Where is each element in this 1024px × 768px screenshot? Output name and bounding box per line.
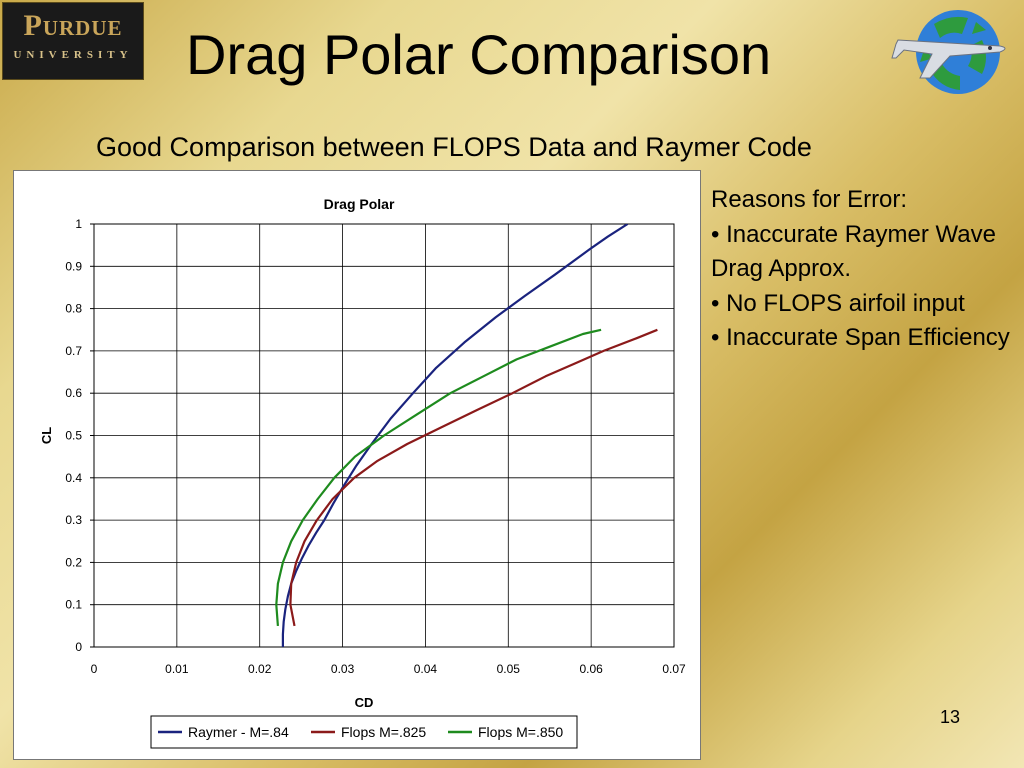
y-tick-label: 0.1: [65, 598, 82, 612]
x-tick-label: 0.07: [662, 662, 686, 676]
reason-item: • No FLOPS airfoil input: [711, 289, 965, 317]
y-tick-label: 1: [75, 217, 82, 231]
legend-label: Flops M=.825: [341, 724, 426, 740]
page-number: 13: [940, 707, 961, 727]
legend-box: [150, 715, 578, 749]
y-tick-label: 0.4: [65, 471, 82, 485]
x-tick-label: 0.04: [414, 662, 438, 676]
x-tick-label: 0.01: [165, 662, 189, 676]
legend-label: Raymer - M=.84: [188, 724, 289, 740]
reason-item: • Inaccurate Span Efficiency: [711, 324, 1010, 351]
y-tick-label: 0.5: [65, 429, 82, 443]
logo-subtitle: UNIVERSITY: [13, 49, 133, 61]
slide-title: Drag Polar Comparison: [186, 23, 772, 86]
x-tick-label: 0: [91, 662, 98, 676]
x-axis-label: CD: [355, 695, 374, 710]
x-tick-label: 0.06: [579, 662, 603, 676]
y-tick-label: 0.6: [65, 386, 82, 400]
series-line-1: [289, 328, 658, 627]
slide-subtitle: Good Comparison between FLOPS Data and R…: [96, 132, 812, 162]
reasons-panel: Reasons for Error: • Inaccurate Raymer W…: [711, 183, 1011, 356]
chart-frame: 0 0.01 0.02 0.03 0.04 0.05 0.06 0.07 0 0.1 0.2 0.3 0…: [13, 170, 701, 760]
reason-item: • Inaccurate Raymer Wave Drag Approx.: [711, 220, 996, 283]
y-tick-label: 0.7: [65, 344, 82, 358]
y-tick-label: 0.2: [65, 555, 82, 569]
series-line-0: [281, 224, 629, 647]
y-tick-label: 0.8: [65, 302, 82, 316]
logo-wordmark: Purdue: [23, 9, 123, 42]
legend-label: Flops M=.850: [478, 724, 563, 740]
series-line-2: [275, 328, 602, 626]
y-tick-label: 0: [75, 640, 82, 654]
chart-title: Drag Polar: [324, 196, 395, 212]
x-tick-label: 0.05: [497, 662, 521, 676]
x-tick-label: 0.02: [248, 662, 272, 676]
y-tick-label: 0.3: [65, 513, 82, 527]
y-tick-label: 0.9: [65, 259, 82, 273]
recycle-airplane-icon: [891, 10, 1006, 94]
y-axis-label: CL: [39, 427, 54, 444]
purdue-logo: Purdue UNIVERSITY: [2, 2, 144, 80]
x-tick-label: 0.03: [331, 662, 355, 676]
reasons-header: Reasons for Error:: [711, 186, 908, 213]
drag-polar-chart: 0 0.01 0.02 0.03 0.04 0.05 0.06 0.07 0 0.1 0.2 0.3 0…: [39, 196, 686, 749]
